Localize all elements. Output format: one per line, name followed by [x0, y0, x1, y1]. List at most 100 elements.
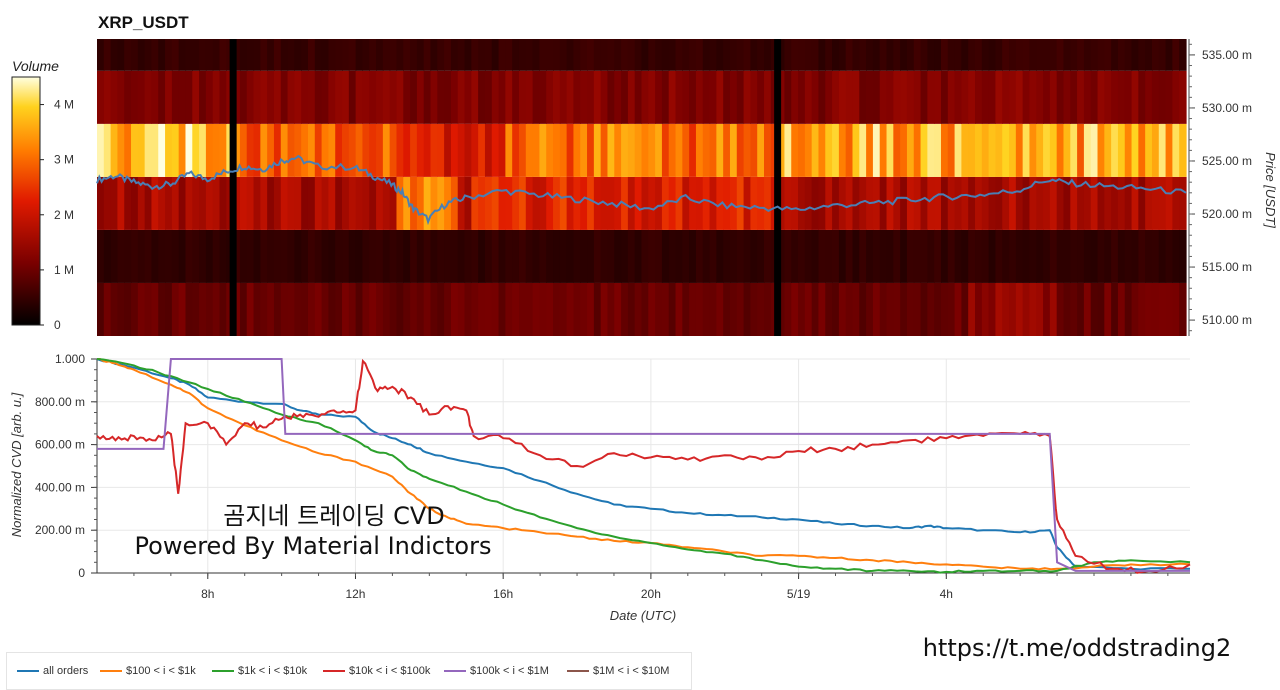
heatmap-cell — [723, 70, 731, 124]
heatmap-cell — [641, 39, 649, 71]
heatmap-cell — [444, 123, 452, 177]
heatmap-cell — [1036, 70, 1044, 124]
heatmap-cell — [777, 39, 786, 71]
heatmap-cell — [144, 123, 153, 177]
heatmap-cell — [233, 123, 241, 177]
heatmap-cell — [655, 70, 663, 124]
heatmap-cell — [559, 282, 568, 336]
heatmap-cell — [791, 39, 799, 71]
heatmap-cell — [369, 176, 377, 230]
heatmap-cell — [518, 176, 527, 230]
heatmap-cell — [171, 282, 180, 336]
heatmap-cell — [546, 70, 554, 124]
heatmap-cell — [614, 176, 622, 230]
legend-item[interactable]: all orders — [17, 665, 88, 677]
legend-item[interactable]: $100k < i < $1M — [444, 665, 549, 677]
heatmap-cell — [239, 70, 248, 124]
heatmap-cell — [947, 229, 956, 283]
heatmap-cell — [1063, 176, 1071, 230]
heatmap-cell — [777, 176, 786, 230]
heatmap-cell — [859, 229, 867, 283]
heatmap-cell — [389, 70, 398, 124]
legend-swatch — [323, 670, 345, 673]
legend-label: $100 < i < $1k — [126, 665, 196, 677]
heatmap-cell — [430, 229, 438, 283]
heatmap-cell — [675, 176, 683, 230]
heatmap-cell — [913, 70, 922, 124]
heatmap-cell — [205, 70, 214, 124]
heatmap-cell — [165, 282, 173, 336]
heatmap-cell — [260, 176, 268, 230]
heatmap-cell — [1090, 39, 1099, 71]
heatmap-cell — [178, 123, 187, 177]
heatmap-cell — [553, 229, 561, 283]
heatmap-cell — [110, 70, 119, 124]
heatmap-cell — [117, 229, 125, 283]
heatmap-cell — [457, 70, 466, 124]
heatmap-cell — [1015, 282, 1024, 336]
heatmap-cell — [736, 123, 745, 177]
heatmap-cell — [382, 123, 391, 177]
heatmap-cell — [818, 123, 826, 177]
heatmap-cell — [192, 123, 200, 177]
heatmap-cell — [1165, 229, 1173, 283]
heatmap-cell — [171, 70, 180, 124]
heatmap-cell — [335, 39, 343, 71]
heatmap-cell — [273, 176, 282, 230]
heatmap-cell — [301, 123, 309, 177]
heatmap-cell — [927, 39, 935, 71]
heatmap-cell — [913, 123, 922, 177]
heatmap-cell — [546, 229, 554, 283]
legend-item[interactable]: $1k < i < $10k — [212, 665, 307, 677]
heatmap-cell — [389, 229, 398, 283]
heatmap-cell — [219, 70, 227, 124]
heatmap-cell — [859, 123, 867, 177]
heatmap-cell — [764, 176, 772, 230]
heatmap-cell — [97, 123, 105, 177]
heatmap-cell — [212, 70, 221, 124]
heatmap-cell — [518, 123, 527, 177]
legend-item[interactable]: $100 < i < $1k — [100, 665, 196, 677]
heatmap-cell — [913, 176, 922, 230]
heatmap-cell — [1172, 282, 1180, 336]
heatmap-cell — [178, 70, 187, 124]
heatmap-cell — [484, 282, 493, 336]
heatmap-cell — [947, 176, 956, 230]
heatmap-cell — [709, 123, 717, 177]
legend-item[interactable]: $10k < i < $100k — [323, 665, 430, 677]
price-axis: 510.00 m 515.00 m 520.00 m 525.00 m 530.00 m… — [1188, 39, 1252, 336]
heatmap-cell — [1111, 176, 1119, 230]
heatmap-cell — [634, 123, 643, 177]
heatmap-cell — [1138, 123, 1146, 177]
heatmap-cell — [886, 70, 894, 124]
heatmap-cell — [117, 176, 125, 230]
heatmap-cell — [335, 123, 343, 177]
heatmap-cell — [518, 39, 527, 71]
heatmap-cell — [1179, 39, 1187, 71]
heatmap-cell — [566, 282, 575, 336]
heatmap-cell — [682, 176, 690, 230]
cvd-y-tick-label: 0 — [78, 566, 85, 580]
heatmap-cell — [906, 70, 915, 124]
heatmap-cell — [627, 123, 636, 177]
heatmap-cell — [906, 123, 915, 177]
heatmap-cell — [546, 123, 554, 177]
heatmap-cell — [1083, 70, 1092, 124]
heatmap-cell — [668, 229, 677, 283]
heatmap-cell — [362, 229, 370, 283]
heatmap-cell — [233, 176, 241, 230]
cvd-series-line — [97, 358, 1191, 571]
heatmap-cell — [743, 282, 751, 336]
heatmap-cell — [1056, 70, 1065, 124]
heatmap-cell — [587, 282, 595, 336]
heatmap-cell — [580, 123, 588, 177]
heatmap-cell — [321, 123, 330, 177]
heatmap-cell — [273, 39, 282, 71]
heatmap-cell — [1138, 70, 1146, 124]
heatmap-cell — [695, 123, 704, 177]
heatmap-cell — [845, 176, 854, 230]
heatmap-cell — [410, 70, 418, 124]
cvd-y-tick-label: 600.00 m — [35, 438, 85, 452]
legend-item[interactable]: $1M < i < $10M — [567, 665, 669, 677]
heatmap-cell — [444, 70, 452, 124]
